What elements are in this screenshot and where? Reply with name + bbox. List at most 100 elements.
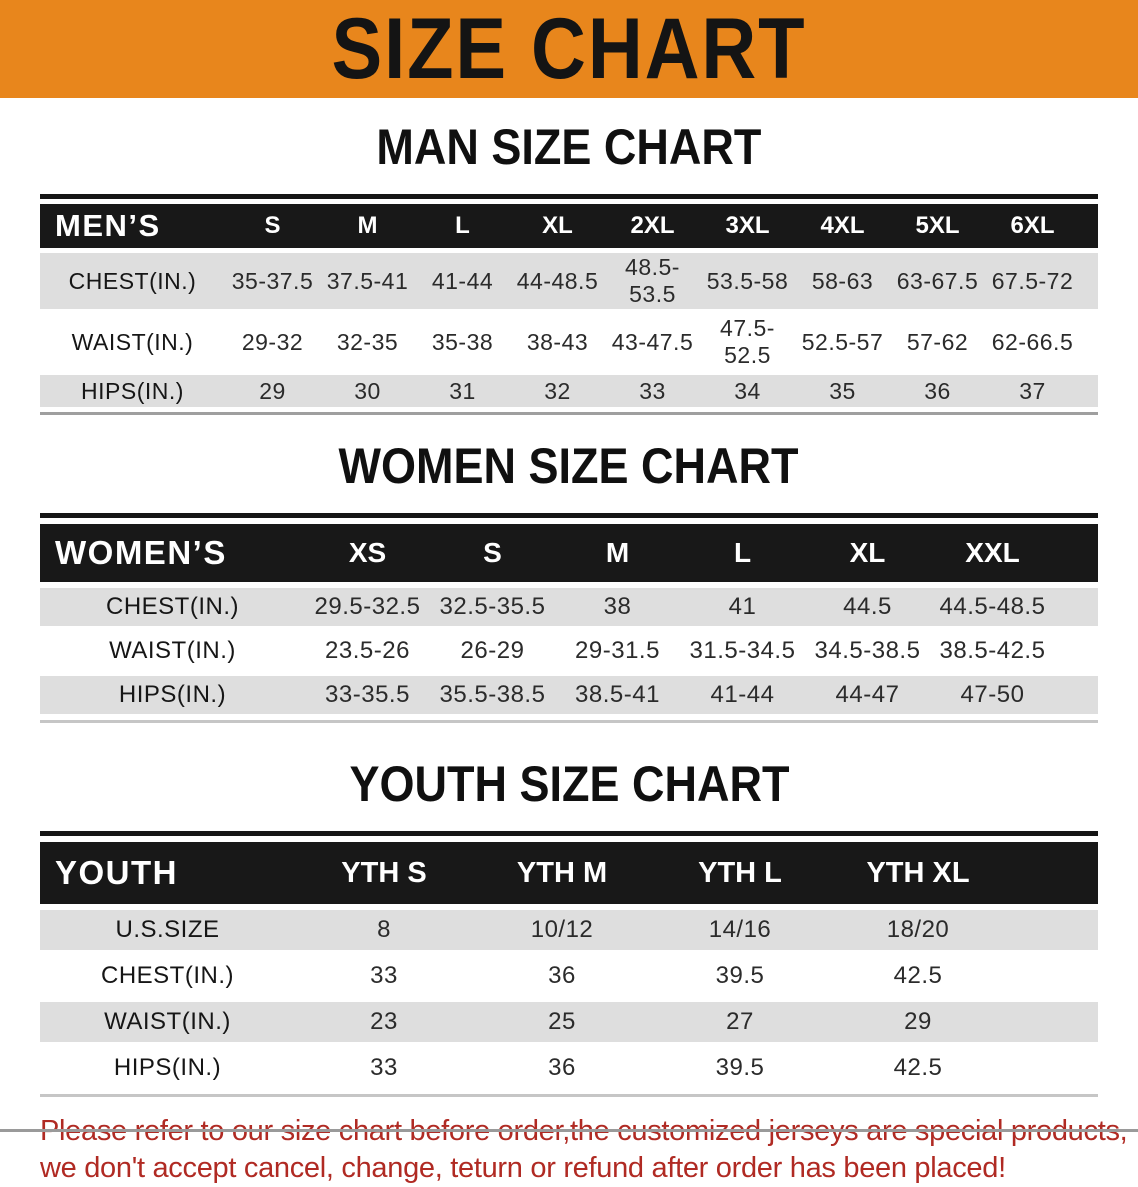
value-cell: 37.5-41 bbox=[320, 253, 415, 309]
measurement-row: CHEST(IN.) 33 36 39.5 42.5 bbox=[40, 956, 1098, 996]
value-cell: 52.5-57 bbox=[795, 314, 890, 370]
value-cell: 42.5 bbox=[829, 956, 1007, 996]
measurement-row: WAIST(IN.) 23 25 27 29 bbox=[40, 1002, 1098, 1042]
row-label: CHEST(IN.) bbox=[40, 956, 295, 996]
youth-section: YOUTH SIZE CHART YOUTH YTH S YTH M YTH L YTH… bbox=[0, 759, 1138, 1097]
value-cell: 29.5-32.5 bbox=[305, 588, 430, 626]
value-cell: 63-67.5 bbox=[890, 253, 985, 309]
value-cell: 29-31.5 bbox=[555, 632, 680, 670]
column-header: 3XL bbox=[700, 204, 795, 248]
value-cell: 25 bbox=[473, 1002, 651, 1042]
value-cell: 38.5-41 bbox=[555, 676, 680, 714]
column-header: 6XL bbox=[985, 204, 1080, 248]
measurement-row: HIPS(IN.) 33-35.5 35.5-38.5 38.5-41 41-44 44-… bbox=[40, 676, 1098, 714]
value-cell: 41 bbox=[680, 588, 805, 626]
value-cell: 33 bbox=[295, 1048, 473, 1088]
filler-cell bbox=[1007, 1048, 1098, 1088]
value-cell: 29 bbox=[225, 375, 320, 407]
men-section: MAN SIZE CHART MEN’S S M L XL 2XL 3XL 4XL 5XL 6XL… bbox=[0, 122, 1138, 415]
value-cell: 48.5-53.5 bbox=[605, 253, 700, 309]
column-header: XL bbox=[805, 524, 930, 582]
column-header: YTH S bbox=[295, 842, 473, 904]
value-cell: 62-66.5 bbox=[985, 314, 1080, 370]
value-cell: 53.5-58 bbox=[700, 253, 795, 309]
row-label: WAIST(IN.) bbox=[40, 1002, 295, 1042]
column-header: 2XL bbox=[605, 204, 700, 248]
value-cell: 35 bbox=[795, 375, 890, 407]
value-cell: 30 bbox=[320, 375, 415, 407]
measurement-row: WAIST(IN.) 23.5-26 26-29 29-31.5 31.5-34.5 34… bbox=[40, 632, 1098, 670]
value-cell: 31.5-34.5 bbox=[680, 632, 805, 670]
value-cell: 38 bbox=[555, 588, 680, 626]
value-cell: 44.5 bbox=[805, 588, 930, 626]
filler-cell bbox=[1055, 632, 1098, 670]
men-size-table: MEN’S S M L XL 2XL 3XL 4XL 5XL 6XL CHEST(IN.) 35-37… bbox=[40, 194, 1098, 415]
filler-cell bbox=[1080, 375, 1098, 407]
value-cell: 35.5-38.5 bbox=[430, 676, 555, 714]
value-cell: 29-32 bbox=[225, 314, 320, 370]
group-label: WOMEN’S bbox=[40, 524, 305, 582]
value-cell: 8 bbox=[295, 910, 473, 950]
youth-size-table: YOUTH YTH S YTH M YTH L YTH XL U.S.SIZE 8 10/12… bbox=[40, 831, 1098, 1097]
value-cell: 32 bbox=[510, 375, 605, 407]
value-cell: 36 bbox=[473, 1048, 651, 1088]
value-cell: 41-44 bbox=[415, 253, 510, 309]
measurement-row: WAIST(IN.) 29-32 32-35 35-38 38-43 43-47.5 47.… bbox=[40, 314, 1098, 370]
men-heading: MAN SIZE CHART bbox=[376, 119, 762, 175]
measurement-row: CHEST(IN.) 35-37.5 37.5-41 41-44 44-48.5 48.5… bbox=[40, 253, 1098, 309]
filler-cell bbox=[1007, 910, 1098, 950]
column-header: YTH XL bbox=[829, 842, 1007, 904]
row-label: HIPS(IN.) bbox=[40, 1048, 295, 1088]
row-label: HIPS(IN.) bbox=[40, 375, 225, 407]
value-cell: 39.5 bbox=[651, 1048, 829, 1088]
size-header-row: WOMEN’S XS S M L XL XXL bbox=[40, 524, 1098, 582]
value-cell: 44-47 bbox=[805, 676, 930, 714]
value-cell: 58-63 bbox=[795, 253, 890, 309]
value-cell: 34 bbox=[700, 375, 795, 407]
row-label: HIPS(IN.) bbox=[40, 676, 305, 714]
row-label: CHEST(IN.) bbox=[40, 588, 305, 626]
value-cell: 32.5-35.5 bbox=[430, 588, 555, 626]
value-cell: 35-38 bbox=[415, 314, 510, 370]
column-header: M bbox=[320, 204, 415, 248]
value-cell: 41-44 bbox=[680, 676, 805, 714]
header-filler bbox=[1055, 524, 1098, 582]
measurement-row: U.S.SIZE 8 10/12 14/16 18/20 bbox=[40, 910, 1098, 950]
disclaimer-line-2: we don't accept cancel, change, teturn o… bbox=[40, 1152, 1006, 1185]
size-header-row: MEN’S S M L XL 2XL 3XL 4XL 5XL 6XL bbox=[40, 204, 1098, 248]
value-cell: 38-43 bbox=[510, 314, 605, 370]
measurement-row: CHEST(IN.) 29.5-32.5 32.5-35.5 38 41 44.5 44.5… bbox=[40, 588, 1098, 626]
value-cell: 32-35 bbox=[320, 314, 415, 370]
value-cell: 26-29 bbox=[430, 632, 555, 670]
group-label: YOUTH bbox=[40, 842, 295, 904]
value-cell: 29 bbox=[829, 1002, 1007, 1042]
filler-cell bbox=[1055, 676, 1098, 714]
banner-title: SIZE CHART bbox=[331, 0, 807, 97]
value-cell: 27 bbox=[651, 1002, 829, 1042]
column-header: YTH M bbox=[473, 842, 651, 904]
filler-cell bbox=[1007, 1002, 1098, 1042]
column-header: XS bbox=[305, 524, 430, 582]
value-cell: 23.5-26 bbox=[305, 632, 430, 670]
column-header: 5XL bbox=[890, 204, 985, 248]
header-filler bbox=[1007, 842, 1098, 904]
column-header: XXL bbox=[930, 524, 1055, 582]
women-section: WOMEN SIZE CHART WOMEN’S XS S M L XL XXL CHEST(… bbox=[0, 441, 1138, 723]
filler-cell bbox=[1007, 956, 1098, 996]
row-label: CHEST(IN.) bbox=[40, 253, 225, 309]
youth-heading: YOUTH SIZE CHART bbox=[348, 756, 790, 812]
filler-cell bbox=[1055, 588, 1098, 626]
disclaimer: Please refer to our size chart before or… bbox=[40, 1113, 1138, 1187]
column-header: L bbox=[415, 204, 510, 248]
value-cell: 35-37.5 bbox=[225, 253, 320, 309]
value-cell: 34.5-38.5 bbox=[805, 632, 930, 670]
value-cell: 14/16 bbox=[651, 910, 829, 950]
women-size-table: WOMEN’S XS S M L XL XXL CHEST(IN.) 29.5-32.5 32.5… bbox=[40, 513, 1098, 723]
column-header: XL bbox=[510, 204, 605, 248]
group-label: MEN’S bbox=[40, 204, 225, 248]
column-header: YTH L bbox=[651, 842, 829, 904]
bottom-border-line bbox=[0, 1129, 1138, 1132]
row-label: WAIST(IN.) bbox=[40, 632, 305, 670]
value-cell: 38.5-42.5 bbox=[930, 632, 1055, 670]
